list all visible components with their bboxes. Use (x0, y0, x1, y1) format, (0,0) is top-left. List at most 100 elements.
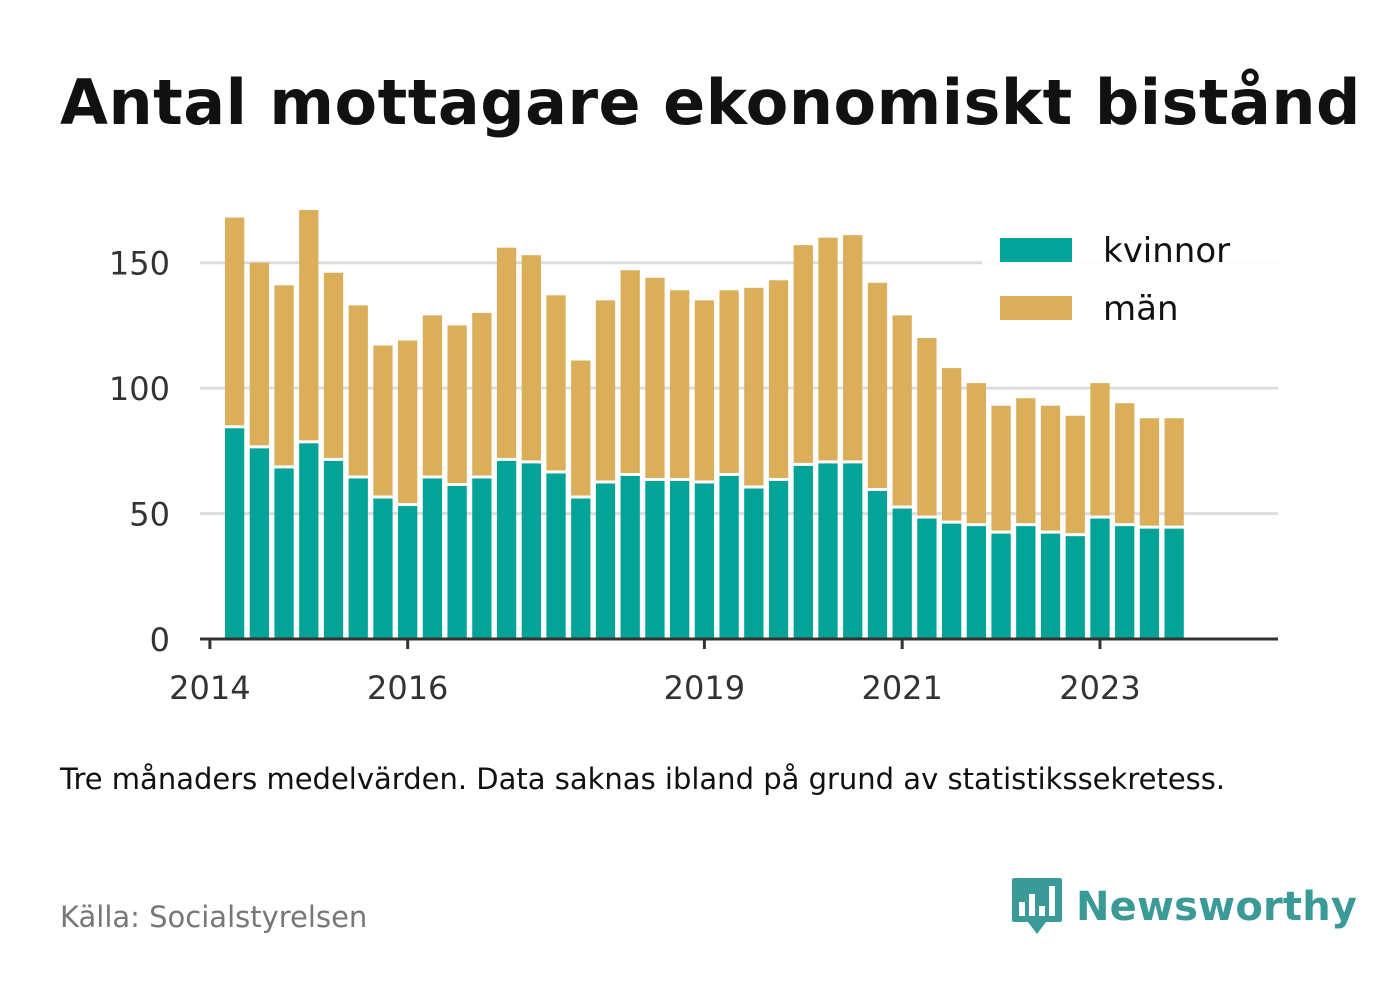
bar-man (595, 300, 616, 481)
legend-label: män (1103, 289, 1179, 329)
bar-kvinnor (1139, 528, 1160, 639)
bar-kvinnor (843, 463, 863, 639)
bar-man (744, 287, 764, 486)
bar-kvinnor (966, 526, 987, 639)
bar-kvinnor (348, 478, 368, 639)
bar-man (373, 345, 393, 496)
bar-man (793, 245, 813, 463)
bar-kvinnor (398, 506, 418, 639)
bar-man (1139, 418, 1160, 526)
bar-kvinnor (1115, 526, 1135, 639)
bar-kvinnor (299, 443, 319, 639)
bar-man (1040, 405, 1061, 531)
y-tick-label: 50 (129, 496, 170, 534)
bar-man (398, 340, 418, 504)
legend-label: kvinnor (1103, 231, 1230, 271)
y-tick-label: 100 (109, 370, 170, 408)
chart-title: Antal mottagare ekonomiskt bistånd (60, 66, 1361, 139)
bar-man (224, 217, 245, 426)
bar-kvinnor (224, 428, 245, 639)
bar-man (1065, 415, 1085, 534)
bar-man (348, 305, 368, 476)
axes: 0 50 100 150 2014 2016 2019 2021 2023 (109, 245, 1278, 707)
bar-kvinnor (496, 460, 517, 639)
bar-man (422, 315, 443, 476)
chart-note: Tre månaders medelvärden. Data saknas ib… (60, 762, 1226, 796)
bar-man (645, 277, 665, 478)
bar-kvinnor (447, 485, 467, 639)
newsworthy-logo-icon (1012, 878, 1062, 934)
bar-kvinnor (422, 478, 443, 639)
bar-kvinnor (1164, 528, 1184, 639)
bar-man (521, 255, 541, 461)
x-tick-label: 2023 (1059, 669, 1140, 707)
bar-kvinnor (323, 460, 344, 639)
x-tick-label: 2019 (664, 669, 745, 707)
bar-kvinnor (249, 448, 269, 639)
bar-man (571, 360, 591, 496)
bar-man (323, 272, 344, 458)
bar-kvinnor (941, 523, 962, 639)
bar-man (1090, 383, 1110, 516)
bar-man (941, 368, 962, 521)
bars (224, 210, 1184, 639)
x-tick-label: 2016 (367, 669, 448, 707)
bar-man (892, 315, 912, 506)
bar-kvinnor (521, 463, 541, 639)
brand-logo: Newsworthy (1010, 876, 1357, 938)
bar-man (917, 337, 937, 516)
bar-man (818, 237, 838, 461)
bar-kvinnor (1040, 533, 1061, 639)
bar-man (472, 312, 492, 476)
bar-kvinnor (373, 498, 393, 639)
legend-swatch (1000, 296, 1072, 320)
bar-kvinnor (472, 478, 492, 639)
bar-kvinnor (892, 508, 912, 639)
bar-man (299, 210, 319, 441)
bar-man (447, 325, 467, 483)
bar-man (768, 280, 789, 478)
bar-man (1164, 418, 1184, 526)
bar-kvinnor (818, 463, 838, 639)
bar-man (966, 383, 987, 524)
bar-kvinnor (694, 483, 715, 639)
bar-kvinnor (1090, 518, 1110, 639)
bar-kvinnor (991, 533, 1011, 639)
bar-man (991, 405, 1011, 531)
bar-kvinnor (867, 490, 888, 639)
bar-kvinnor (274, 468, 294, 639)
source-text: Källa: Socialstyrelsen (60, 900, 368, 934)
bar-kvinnor (768, 480, 789, 639)
y-tick-label: 0 (150, 621, 170, 659)
x-tick-label: 2014 (169, 669, 250, 707)
bar-kvinnor (546, 473, 566, 639)
bar-man (496, 247, 517, 458)
bar-man (620, 270, 640, 473)
bar-kvinnor (571, 498, 591, 639)
bar-man (694, 300, 715, 481)
legend-swatch (1000, 238, 1072, 262)
bar-man (867, 282, 888, 488)
bar-kvinnor (595, 483, 616, 639)
bar-man (546, 295, 566, 471)
bar-man (1115, 403, 1135, 524)
bar-kvinnor (1016, 526, 1036, 639)
bar-kvinnor (917, 518, 937, 639)
bar-kvinnor (1065, 536, 1085, 639)
bar-kvinnor (620, 475, 640, 639)
bar-kvinnor (793, 465, 813, 639)
bar-man (719, 290, 739, 473)
bar-kvinnor (719, 475, 739, 639)
x-tick-label: 2021 (861, 669, 942, 707)
y-tick-label: 150 (109, 245, 170, 283)
bar-kvinnor (645, 480, 665, 639)
brand-name: Newsworthy (1076, 884, 1358, 930)
bar-kvinnor (670, 480, 690, 639)
bar-man (249, 262, 269, 446)
legend: kvinnor män (982, 225, 1278, 337)
bar-man (1016, 398, 1036, 524)
bar-man (843, 235, 863, 461)
bar-man (274, 285, 294, 466)
bar-man (670, 290, 690, 478)
